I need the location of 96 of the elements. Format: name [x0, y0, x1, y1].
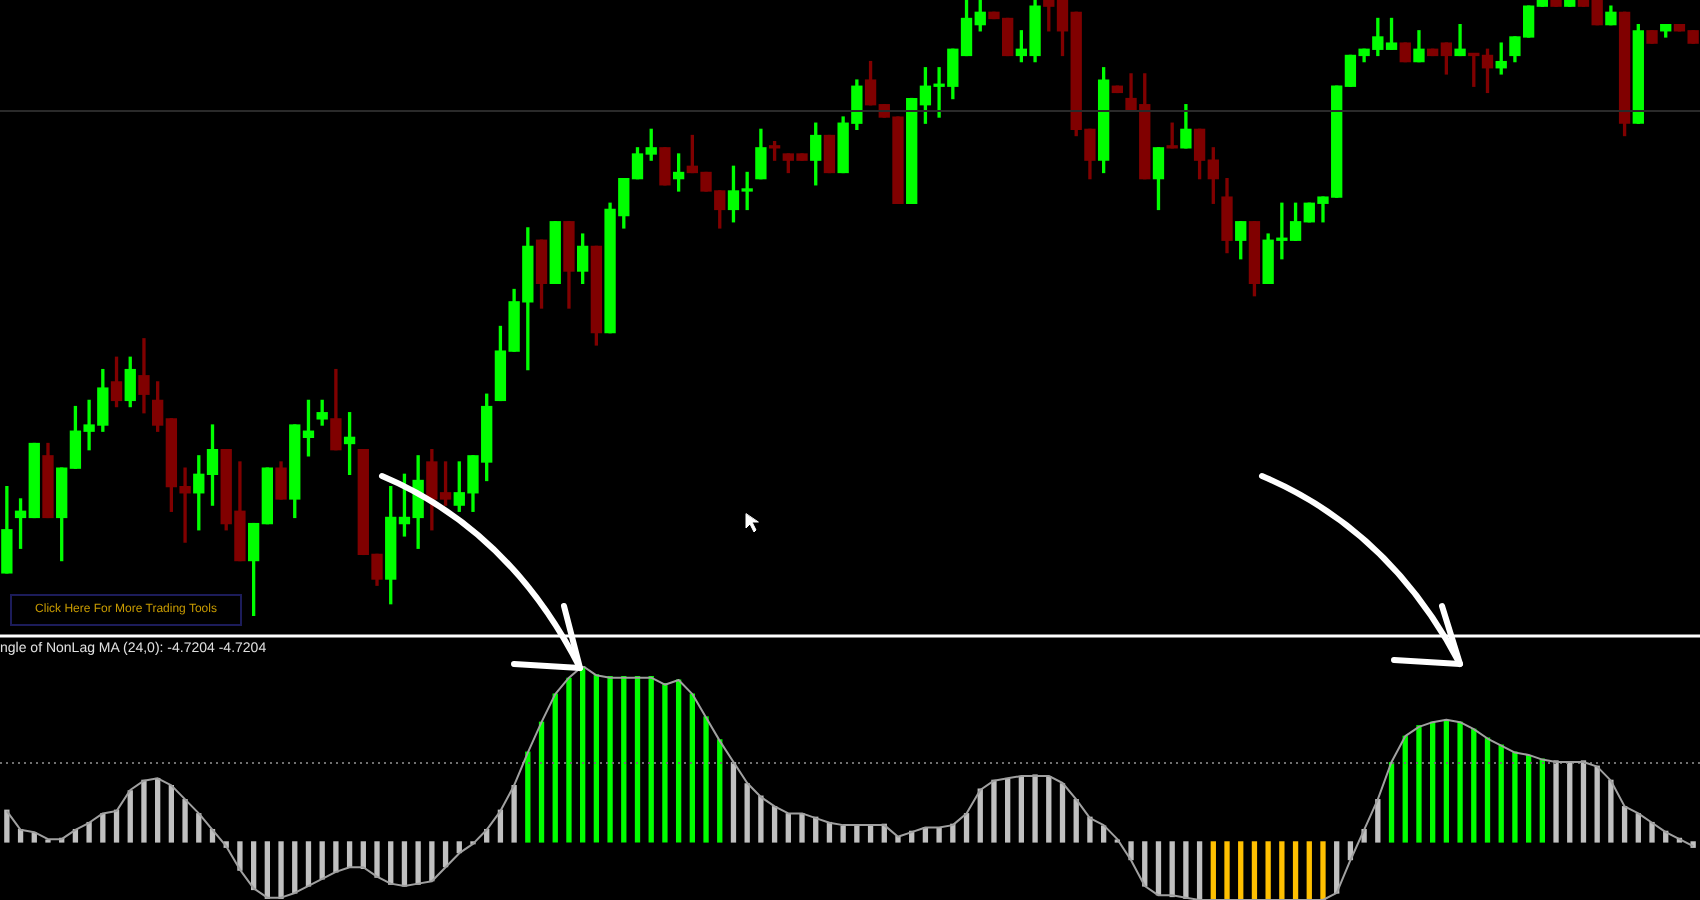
bar [1100, 825, 1107, 843]
bar [566, 677, 572, 843]
bar [634, 675, 641, 843]
bar [1073, 799, 1079, 843]
bar [730, 762, 737, 843]
bar [662, 682, 668, 843]
bar [127, 790, 133, 843]
bar [141, 779, 147, 843]
bar [442, 841, 449, 868]
bar [1635, 813, 1641, 843]
bar [374, 841, 380, 878]
bar [168, 784, 175, 843]
bar [525, 751, 531, 843]
bar [1183, 841, 1189, 899]
bar [415, 841, 421, 885]
bar [1416, 725, 1422, 843]
bar [319, 841, 325, 880]
bar [305, 841, 312, 887]
bar [1621, 806, 1628, 843]
bar [785, 813, 791, 843]
bar [292, 841, 298, 894]
bar [1169, 841, 1175, 898]
bar [1498, 744, 1504, 843]
bar [1210, 841, 1216, 900]
bar [648, 675, 654, 843]
bar [1580, 760, 1587, 843]
bar [1251, 841, 1258, 900]
bar [621, 675, 627, 843]
bar [1279, 841, 1285, 900]
bar [1484, 737, 1491, 843]
bar [867, 825, 874, 843]
bar [1402, 735, 1408, 843]
bar [580, 666, 586, 843]
bar [155, 777, 161, 843]
bar [278, 841, 284, 899]
bar [1388, 762, 1395, 843]
bar [1155, 841, 1162, 896]
bar [1046, 776, 1052, 843]
bar [1649, 821, 1655, 843]
bar [703, 716, 709, 843]
bar [977, 788, 983, 843]
bar [333, 841, 339, 873]
bar [1087, 816, 1093, 843]
bar [511, 784, 517, 843]
bar [1553, 760, 1559, 843]
bar [1608, 779, 1614, 843]
bar [1032, 774, 1038, 843]
bar [4, 809, 10, 843]
bar [799, 813, 805, 843]
bar [689, 693, 695, 843]
bar [1224, 841, 1230, 900]
bar [196, 813, 202, 843]
bar [840, 825, 846, 843]
bar [1430, 721, 1436, 843]
bar [182, 799, 188, 843]
bar [1238, 841, 1244, 900]
bar [1128, 841, 1134, 861]
bar [758, 795, 764, 843]
bar [854, 825, 860, 843]
bar [936, 827, 942, 843]
bar [963, 813, 970, 843]
bar [100, 813, 106, 843]
bar [237, 841, 243, 871]
bar [1567, 762, 1573, 843]
candlestick [1454, 23, 1466, 57]
bar [1320, 841, 1326, 900]
bar [675, 679, 682, 843]
bar [1018, 776, 1025, 843]
bar [744, 783, 750, 843]
bar [401, 841, 408, 887]
bar [1265, 841, 1271, 900]
bar [113, 809, 120, 843]
bar [86, 821, 92, 843]
bar [1443, 719, 1450, 843]
bar [1059, 783, 1066, 843]
bar [1525, 755, 1532, 843]
bar [1539, 758, 1545, 843]
bar [717, 739, 723, 843]
bar [388, 841, 394, 885]
bar [1306, 841, 1312, 900]
bar [1594, 765, 1600, 843]
bar [593, 674, 600, 843]
bar [1457, 721, 1463, 843]
bar [771, 806, 778, 843]
bar [1512, 751, 1518, 843]
bar [991, 779, 997, 843]
bar [429, 841, 435, 882]
bar [346, 841, 353, 868]
bar [552, 693, 558, 843]
bar [1196, 841, 1203, 900]
bar [264, 841, 270, 899]
bar [1292, 841, 1299, 900]
bar [607, 675, 613, 843]
bar [1471, 728, 1477, 843]
bar [538, 721, 545, 843]
bar [1005, 777, 1011, 843]
